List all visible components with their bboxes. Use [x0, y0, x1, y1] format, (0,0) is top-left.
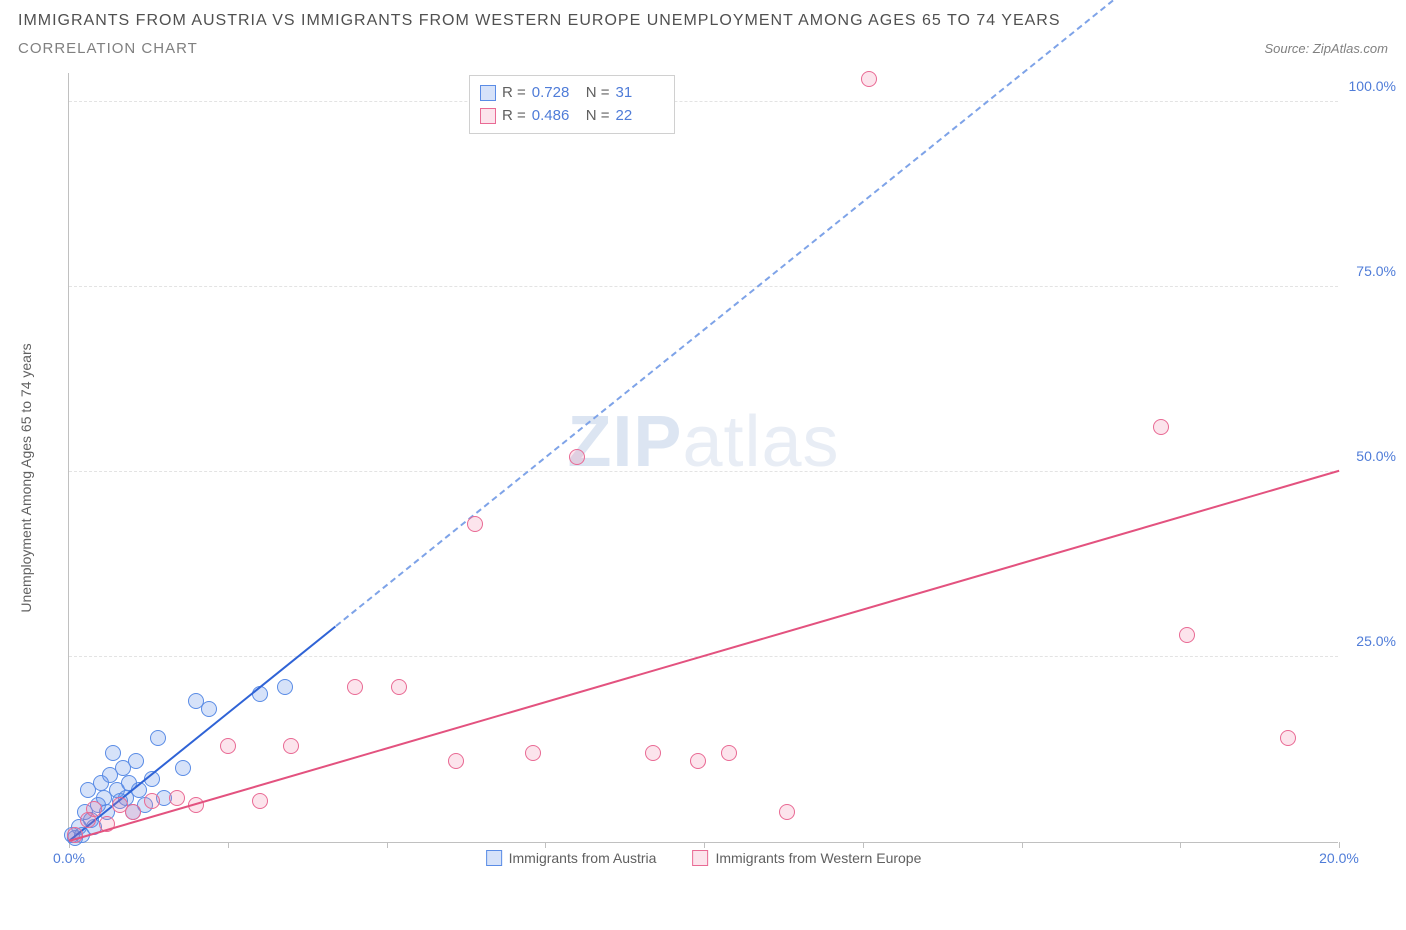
data-point [525, 745, 541, 761]
x-tick [387, 842, 388, 848]
data-point [721, 745, 737, 761]
stat-r-value: 0.728 [532, 82, 580, 105]
data-point [779, 804, 795, 820]
legend-swatch [486, 850, 502, 866]
source-prefix: Source: [1264, 41, 1312, 56]
stat-r-label: R = [502, 105, 526, 128]
data-point [1153, 419, 1169, 435]
data-point [861, 71, 877, 87]
stat-r-value: 0.486 [532, 105, 580, 128]
scatter-plot: ZIPatlas 25.0%50.0%75.0%100.0%0.0%20.0%R… [68, 73, 1338, 843]
x-tick-label: 20.0% [1319, 850, 1359, 866]
chart-container: Unemployment Among Ages 65 to 74 years Z… [18, 63, 1388, 893]
data-point [169, 790, 185, 806]
gridline-h [69, 286, 1338, 287]
x-tick [545, 842, 546, 848]
stats-row: R = 0.486 N = 22 [480, 105, 664, 128]
stats-legend: R = 0.728 N = 31 R = 0.486 N = 22 [469, 75, 675, 134]
data-point [252, 793, 268, 809]
stat-n-label: N = [586, 82, 610, 105]
data-point [347, 679, 363, 695]
y-tick-label: 25.0% [1356, 633, 1396, 649]
y-tick-label: 100.0% [1349, 78, 1396, 94]
legend-swatch [480, 108, 496, 124]
data-point [125, 804, 141, 820]
source-attribution: Source: ZipAtlas.com [1264, 41, 1388, 56]
data-point [86, 801, 102, 817]
data-point [1179, 627, 1195, 643]
y-tick-label: 75.0% [1356, 263, 1396, 279]
data-point [277, 679, 293, 695]
stats-row: R = 0.728 N = 31 [480, 82, 664, 105]
data-point [144, 793, 160, 809]
data-point [448, 753, 464, 769]
data-point [569, 449, 585, 465]
data-point [128, 753, 144, 769]
chart-title: IMMIGRANTS FROM AUSTRIA VS IMMIGRANTS FR… [18, 12, 1388, 30]
source-name: ZipAtlas.com [1313, 41, 1388, 56]
x-tick [1022, 842, 1023, 848]
stat-r-label: R = [502, 82, 526, 105]
data-point [201, 701, 217, 717]
x-tick-label: 0.0% [53, 850, 85, 866]
series-legend: Immigrants from Austria Immigrants from W… [486, 850, 922, 866]
y-tick-label: 50.0% [1356, 448, 1396, 464]
data-point [690, 753, 706, 769]
legend-item: Immigrants from Austria [486, 850, 657, 866]
stat-n-value: 31 [616, 82, 664, 105]
data-point [283, 738, 299, 754]
data-point [175, 760, 191, 776]
gridline-h [69, 101, 1338, 102]
gridline-h [69, 471, 1338, 472]
chart-subtitle: CORRELATION CHART [18, 40, 198, 57]
subtitle-row: CORRELATION CHART Source: ZipAtlas.com [18, 40, 1388, 57]
data-point [220, 738, 236, 754]
y-axis-label: Unemployment Among Ages 65 to 74 years [18, 343, 34, 612]
x-tick [1180, 842, 1181, 848]
data-point [391, 679, 407, 695]
legend-label: Immigrants from Austria [509, 850, 657, 866]
legend-item: Immigrants from Western Europe [692, 850, 921, 866]
data-point [105, 745, 121, 761]
stat-n-label: N = [586, 105, 610, 128]
x-tick [863, 842, 864, 848]
data-point [1280, 730, 1296, 746]
legend-swatch [692, 850, 708, 866]
legend-swatch [480, 85, 496, 101]
x-tick [1339, 842, 1340, 848]
data-point [645, 745, 661, 761]
stat-n-value: 22 [616, 105, 664, 128]
data-point [150, 730, 166, 746]
legend-label: Immigrants from Western Europe [715, 850, 921, 866]
x-tick [228, 842, 229, 848]
x-tick [704, 842, 705, 848]
data-point [467, 516, 483, 532]
